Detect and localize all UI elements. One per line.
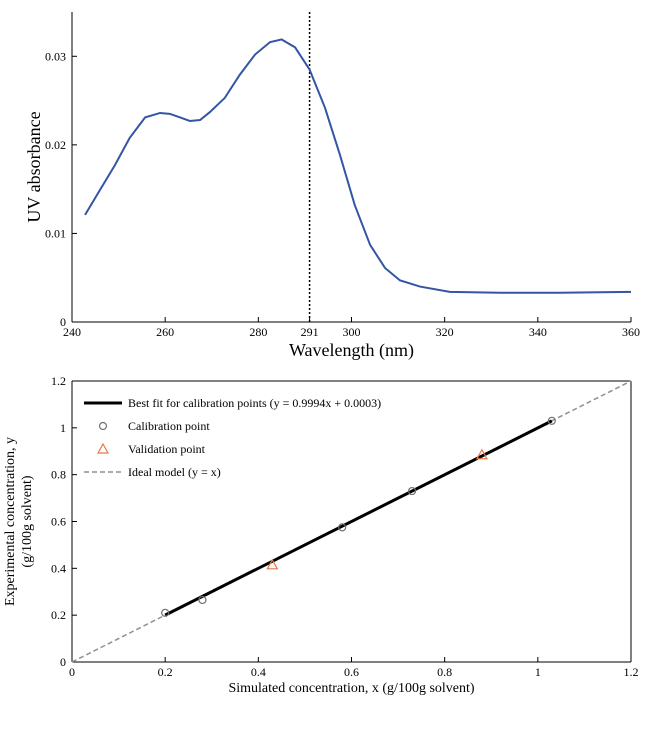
y-tick-label: 0.02 [45, 138, 66, 152]
x-tick-label: 260 [156, 325, 174, 339]
y-tick-label: 0 [60, 315, 66, 329]
x-axis-label: Wavelength (nm) [289, 340, 414, 361]
data-point [475, 448, 488, 460]
x-tick-label: 340 [529, 325, 547, 339]
x-tick-label: 360 [622, 325, 640, 339]
data-point [161, 608, 170, 617]
x-tick-label: 1.2 [624, 665, 639, 679]
y-axis-label: Experimental concentration, y [3, 437, 18, 606]
data-point [407, 486, 417, 496]
x-tick-label: 0.6 [344, 665, 359, 679]
data-line [84, 38, 632, 294]
legend-swatch [96, 442, 110, 454]
legend-label: Validation point [128, 442, 206, 456]
y-axis-label: UV absorbance [24, 111, 44, 222]
x-axis-label: Simulated concentration, x (g/100g solve… [228, 681, 474, 696]
x-tick-label: 240 [63, 325, 81, 339]
x-tick-label: 0.2 [158, 665, 173, 679]
y-tick-label: 0 [60, 655, 66, 669]
legend-label: Ideal model (y = x) [128, 465, 221, 479]
x-tick-label: 0.8 [437, 665, 452, 679]
y-tick-label: 0.6 [51, 515, 66, 529]
series-line [164, 419, 553, 617]
y-tick-label: 0.01 [45, 226, 66, 240]
y-tick-label: 0.2 [51, 608, 66, 622]
data-point [266, 558, 279, 570]
x-tick-label: 320 [436, 325, 454, 339]
data-point [547, 416, 556, 425]
x-tick-label: 1 [535, 665, 541, 679]
x-tick-label: 280 [249, 325, 267, 339]
data-point [338, 523, 347, 532]
y-tick-label: 0.4 [51, 561, 66, 575]
legend-label: Best fit for calibration points (y = 0.9… [128, 396, 381, 410]
data-point [198, 595, 207, 605]
y-tick-label: 1.2 [51, 374, 66, 388]
y-tick-label: 0.8 [51, 468, 66, 482]
y-axis-label: (g/100g solvent) [20, 475, 35, 567]
y-tick-label: 0.03 [45, 49, 66, 63]
x-tick-label: 0.4 [251, 665, 266, 679]
x-tick-label: 300 [343, 325, 361, 339]
x-tick-label: 291 [301, 325, 319, 339]
y-tick-label: 1 [60, 421, 66, 435]
x-tick-label: 0 [69, 665, 75, 679]
legend-swatch [98, 421, 108, 431]
legend-label: Calibration point [128, 419, 210, 433]
